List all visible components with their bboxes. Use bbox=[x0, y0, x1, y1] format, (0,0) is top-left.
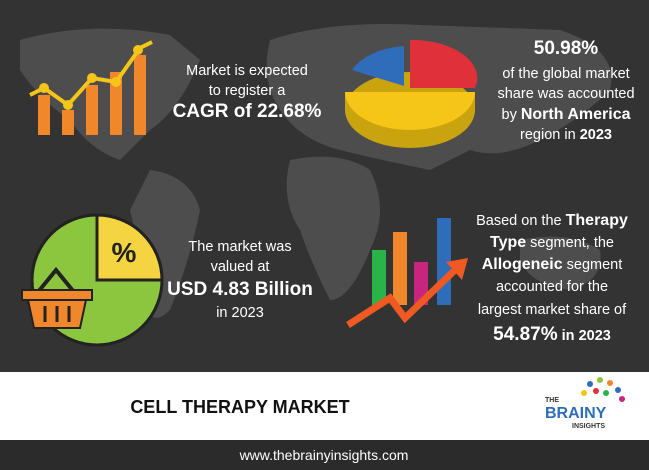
website-url: www.thebrainyinsights.com bbox=[239, 447, 409, 463]
region-line: share was accounted bbox=[497, 86, 634, 102]
logo-dots bbox=[581, 377, 625, 402]
title-band bbox=[0, 372, 649, 440]
segment-line: Based on the Therapy bbox=[476, 212, 628, 229]
text-part: Type bbox=[490, 234, 526, 251]
text-part: by bbox=[502, 107, 521, 123]
region-line: by North America bbox=[502, 106, 631, 123]
url-band bbox=[0, 440, 649, 470]
text-part: Therapy bbox=[566, 212, 628, 229]
segment-line: Type segment, the bbox=[490, 234, 614, 251]
value-line: The market was bbox=[188, 239, 291, 255]
text-part: 54.87% bbox=[493, 324, 558, 345]
text-part: region in bbox=[520, 127, 580, 143]
segment-line: 54.87% in 2023 bbox=[493, 324, 611, 345]
cagr-line: Market is expected bbox=[186, 63, 308, 79]
year: 2023 bbox=[580, 127, 612, 143]
cagr-highlight: CAGR of 22.68% bbox=[173, 101, 322, 122]
text-part: segment, the bbox=[526, 235, 614, 251]
logo-text: BRAINY bbox=[545, 405, 607, 422]
segment-line: accounted for the bbox=[496, 279, 608, 295]
basket-icon bbox=[21, 213, 164, 347]
text-part: Allogeneic bbox=[482, 256, 563, 273]
region-line: of the global market bbox=[502, 66, 629, 82]
segment-line: Allogeneic segment bbox=[482, 256, 623, 273]
text-part: segment bbox=[563, 257, 623, 273]
value-line: valued at bbox=[211, 259, 270, 275]
growth-icon bbox=[29, 40, 153, 135]
region-highlight: 50.98% bbox=[534, 38, 599, 59]
percent-icon: % bbox=[112, 237, 137, 268]
cagr-line: to register a bbox=[209, 83, 286, 99]
bars-icon bbox=[346, 218, 468, 328]
pie-icon bbox=[345, 39, 478, 148]
region-name: North America bbox=[521, 106, 631, 123]
region-line: region in 2023 bbox=[520, 127, 612, 143]
main-title: CELL THERAPY MARKET bbox=[130, 397, 349, 417]
logo-text: INSIGHTS bbox=[572, 423, 605, 430]
value-line: in 2023 bbox=[216, 305, 264, 321]
text-part: Based on the bbox=[476, 213, 566, 229]
segment-line: largest market share of bbox=[478, 302, 627, 318]
logo-text: THE bbox=[545, 397, 559, 404]
text-part: in 2023 bbox=[558, 328, 611, 344]
value-highlight: USD 4.83 Billion bbox=[167, 279, 313, 300]
